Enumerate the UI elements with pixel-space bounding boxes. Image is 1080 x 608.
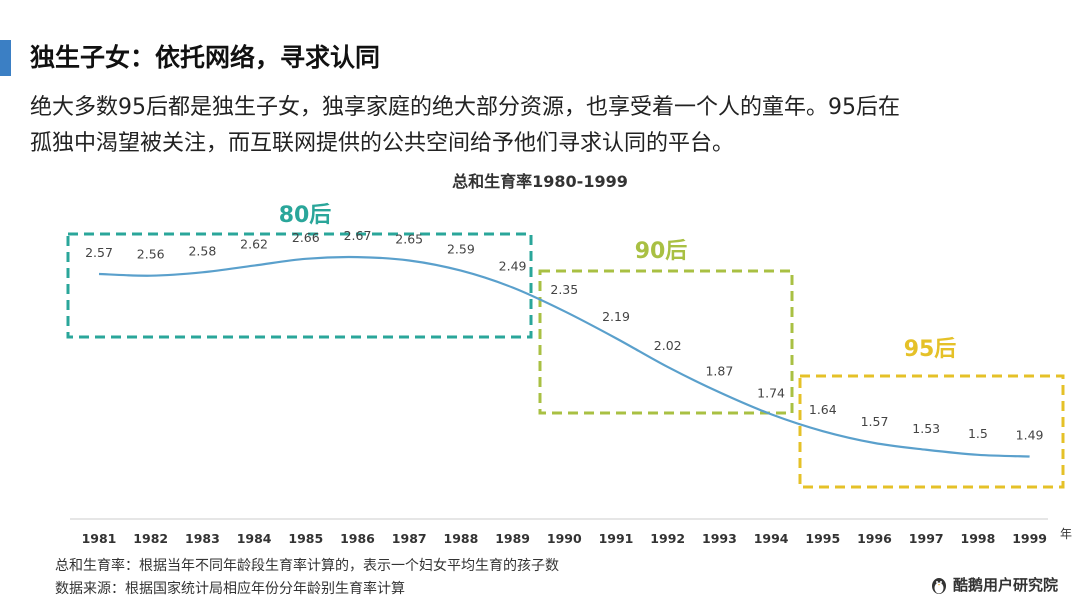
- data-label: 1.57: [861, 414, 889, 429]
- x-tick-label: 1982: [133, 531, 168, 546]
- data-label: 1.5: [968, 426, 988, 441]
- description: 绝大多数95后都是独生子女，独享家庭的绝大部分资源，也享受着一个人的童年。95后…: [30, 90, 1060, 162]
- group-box-2: [538, 269, 794, 415]
- x-tick-label: 1981: [82, 531, 117, 546]
- description-line-1: 绝大多数95后都是独生子女，独享家庭的绝大部分资源，也享受着一个人的童年。95后…: [30, 95, 900, 120]
- x-tick-label: 1983: [185, 531, 220, 546]
- footnote-definition: 总和生育率：根据当年不同年龄段生育率计算的，表示一个妇女平均生育的孩子数: [55, 558, 559, 574]
- x-tick-label: 1989: [495, 531, 530, 546]
- x-tick-label: 1988: [444, 531, 479, 546]
- fertility-chart: 80后 90后 95后 2.57 1981 2.56 1982 2.58 1983 2.62 198…: [66, 203, 1072, 546]
- data-label: 1.64: [809, 402, 837, 417]
- data-label: 2.62: [240, 237, 268, 252]
- data-label: 2.59: [447, 242, 475, 257]
- brand-logo: 酷鹅用户研究院: [929, 574, 1058, 595]
- x-tick-label: 1992: [650, 531, 685, 546]
- x-tick-label: 1990: [547, 531, 582, 546]
- penguin-icon: [931, 577, 946, 594]
- x-tick-label: 1998: [961, 531, 996, 546]
- x-tick-label: 1994: [754, 531, 789, 546]
- x-tick-label: 1996: [857, 531, 892, 546]
- description-line-2: 孤独中渴望被关注，而互联网提供的公共空间给予他们寻求认同的平台。: [30, 131, 735, 156]
- group-label-2: 90后: [635, 239, 688, 264]
- x-tick-label: 1993: [702, 531, 737, 546]
- group-label-3: 95后: [904, 337, 957, 362]
- data-label: 1.53: [912, 421, 940, 436]
- x-tick-label: 1995: [805, 531, 840, 546]
- data-label: 2.57: [85, 245, 113, 260]
- group-label-1: 80后: [279, 203, 332, 228]
- data-label: 2.02: [654, 338, 682, 353]
- title-accent-bar: [0, 40, 11, 76]
- data-label: 1.74: [757, 385, 785, 400]
- footnote-source: 数据来源：根据国家统计局相应年份分年龄别生育率计算: [55, 581, 405, 597]
- data-label: 2.65: [395, 231, 423, 246]
- data-label: 2.58: [188, 243, 216, 258]
- data-label: 2.56: [137, 247, 165, 262]
- page-title: 独生子女：依托网络，寻求认同: [30, 43, 381, 72]
- group-box-3: [798, 374, 1065, 489]
- group-box-1: [66, 232, 533, 339]
- data-label: 2.19: [602, 309, 630, 324]
- data-label: 2.35: [550, 282, 578, 297]
- data-label: 1.49: [1016, 428, 1044, 443]
- x-tick-label: 1997: [909, 531, 944, 546]
- series-line: [98, 255, 1030, 458]
- x-tick-label: 1986: [340, 531, 375, 546]
- data-label: 1.87: [705, 363, 733, 378]
- x-tick-label: 1987: [392, 531, 427, 546]
- x-tick-label: 1985: [288, 531, 323, 546]
- x-tick-label: 1999: [1012, 531, 1047, 546]
- data-label: 2.66: [292, 230, 320, 245]
- data-label: 2.67: [344, 228, 372, 243]
- x-unit-label: 年: [1060, 527, 1072, 541]
- x-tick-label: 1984: [237, 531, 272, 546]
- brand-name: 酷鹅用户研究院: [952, 576, 1058, 594]
- x-tick-label: 1991: [599, 531, 634, 546]
- chart-title: 总和生育率1980-1999: [452, 172, 628, 191]
- data-label: 2.49: [499, 259, 527, 274]
